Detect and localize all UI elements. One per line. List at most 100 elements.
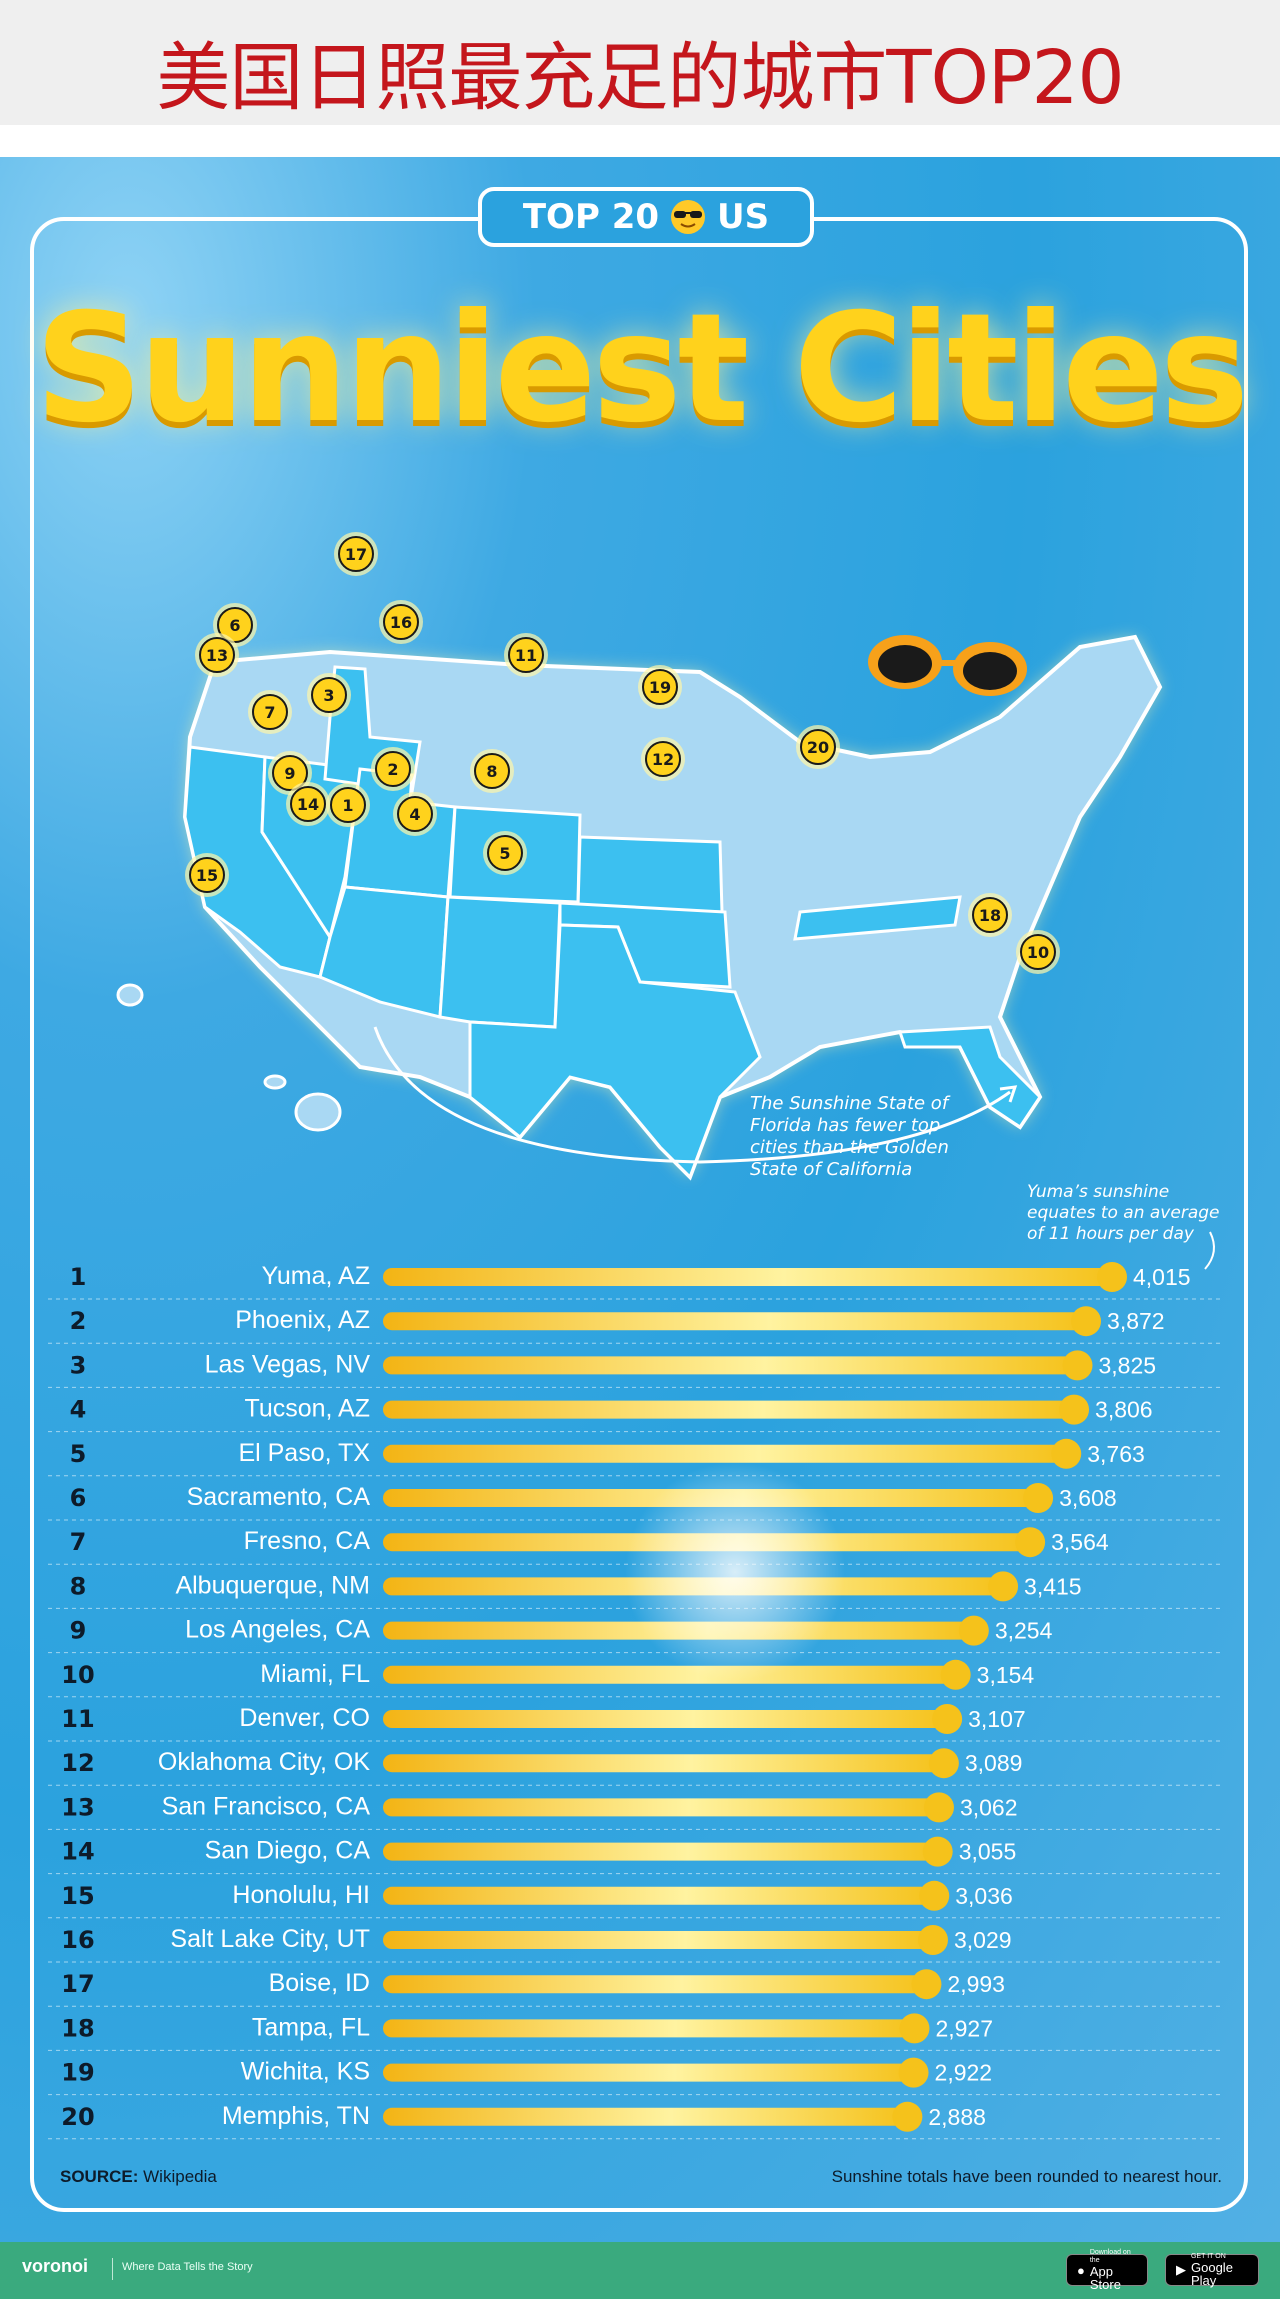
sun-marker-9: 9 [268,751,312,795]
sun-marker-10: 10 [1016,930,1060,974]
sun-marker-18: 18 [968,893,1012,937]
city-label: Salt Lake City, UT [170,1925,370,1953]
sun-marker-8: 8 [470,749,514,793]
sun-marker-label: 16 [390,613,412,632]
rank-label: 7 [70,1528,87,1556]
bar [383,1886,935,1905]
bar-end-dot [1023,1483,1054,1513]
sun-marker-3: 3 [307,673,351,717]
bar-end-dot [958,1615,989,1646]
bar-end-dot [898,2057,929,2088]
rank-label: 20 [61,2103,94,2131]
bar-end-dot [940,1659,971,1690]
google-play-button[interactable]: ▶ GET IT ON Google Play [1165,2253,1259,2287]
sun-marker-13: 13 [195,633,239,677]
value-label: 3,564 [1051,1529,1109,1555]
sun-marker-label: 8 [486,762,497,781]
rank-label: 3 [70,1351,87,1379]
value-label: 3,055 [959,1839,1017,1865]
google-play-small: GET IT ON [1191,2253,1226,2260]
bar [383,1665,956,1684]
value-label: 3,608 [1059,1485,1117,1511]
sun-marker-17: 17 [334,532,378,576]
city-label: Las Vegas, NV [205,1350,371,1378]
map-note: The Sunshine State of Florida has fewer … [750,1093,955,1180]
app-store-small: Download on the [1089,2249,1131,2264]
sun-marker-label: 13 [206,646,228,665]
bar-end-dot [1062,1350,1093,1381]
source-label: SOURCE: [60,2167,139,2186]
sun-marker-1: 1 [326,783,370,827]
bar-end-dot [932,1704,963,1734]
apple-icon: ● [1077,2262,1085,2278]
bar-end-dot [1071,1306,1102,1337]
sunglasses-sun-icon [669,198,707,236]
sun-marker-label: 12 [652,750,674,769]
bar [383,1931,933,1949]
sunshine-bar-chart: Yuma’s sunshine equates to an average of… [48,1182,1222,2140]
bar-end-dot [1051,1438,1082,1469]
sun-marker-label: 15 [196,866,218,885]
bar [383,1754,944,1773]
bar [383,1798,939,1817]
bar-end-dot [923,1792,954,1823]
sun-marker-2: 2 [371,747,415,791]
value-label: 3,107 [968,1706,1026,1732]
value-label: 2,888 [928,2104,986,2130]
rank-label: 14 [61,1838,94,1866]
pill-right-text: US [717,197,770,237]
voronoi-brand: voronoi [22,2256,88,2276]
us-map: The Sunshine State of Florida has fewer … [116,532,1163,1181]
yuma-note-line: of 11 hours per day [1027,1224,1195,1244]
bar [383,1842,938,1861]
bar [383,2019,915,2038]
bar [383,2107,908,2126]
value-label: 3,036 [955,1883,1013,1909]
map-note-line: Florida has fewer top [750,1115,940,1136]
sun-marker-label: 9 [284,764,295,783]
bar [383,1444,1067,1463]
sun-marker-15: 15 [185,853,229,897]
rank-label: 13 [61,1793,94,1821]
yuma-note-line: Yuma’s sunshine [1027,1182,1169,1202]
bar [383,1312,1087,1331]
app-store-button[interactable]: ● Download on the App Store [1066,2249,1148,2291]
sun-marker-label: 14 [297,795,319,814]
sun-marker-11: 11 [504,633,548,677]
city-label: Yuma, AZ [262,1262,370,1290]
source-value: Wikipedia [143,2167,217,2186]
voronoi-logo[interactable]: voronoi [22,2256,88,2277]
alaska-shape [116,983,144,1007]
rank-label: 11 [61,1705,94,1733]
banner: 美国日照最充足的城市TOP20 [0,0,1280,125]
voronoi-tagline: Where Data Tells the Story [122,2261,253,2273]
bar-end-dot [1097,1262,1127,1292]
source-line: SOURCE: Wikipedia [60,2167,217,2187]
sun-marker-label: 11 [515,646,537,665]
bar-end-dot [892,2101,923,2132]
rank-label: 4 [70,1396,87,1424]
bar-end-dot [1059,1394,1090,1425]
value-label: 3,154 [977,1662,1035,1688]
rank-label: 12 [61,1749,94,1777]
pill-left-text: TOP 20 [522,197,660,237]
sun-marker-14: 14 [286,782,330,826]
map-note-line: The Sunshine State of [750,1093,951,1114]
sun-marker-label: 3 [323,686,334,705]
map-note-line: cities than the Golden [750,1137,949,1158]
bar [383,1268,1112,1286]
rank-label: 6 [70,1484,87,1512]
sun-marker-label: 6 [229,616,240,635]
rank-label: 1 [70,1263,87,1291]
bar-end-dot [917,1925,948,1955]
city-label: Oklahoma City, OK [158,1748,370,1776]
sun-marker-7: 7 [248,690,292,734]
rank-label: 5 [70,1440,87,1468]
value-label: 3,872 [1107,1308,1165,1334]
sun-marker-label: 5 [499,844,510,863]
city-label: Sacramento, CA [187,1483,371,1511]
value-label: 3,029 [954,1927,1012,1953]
rank-label: 16 [61,1926,94,1954]
sun-marker-label: 1 [342,796,353,815]
banner-title: 美国日照最充足的城市TOP20 [156,35,1124,121]
